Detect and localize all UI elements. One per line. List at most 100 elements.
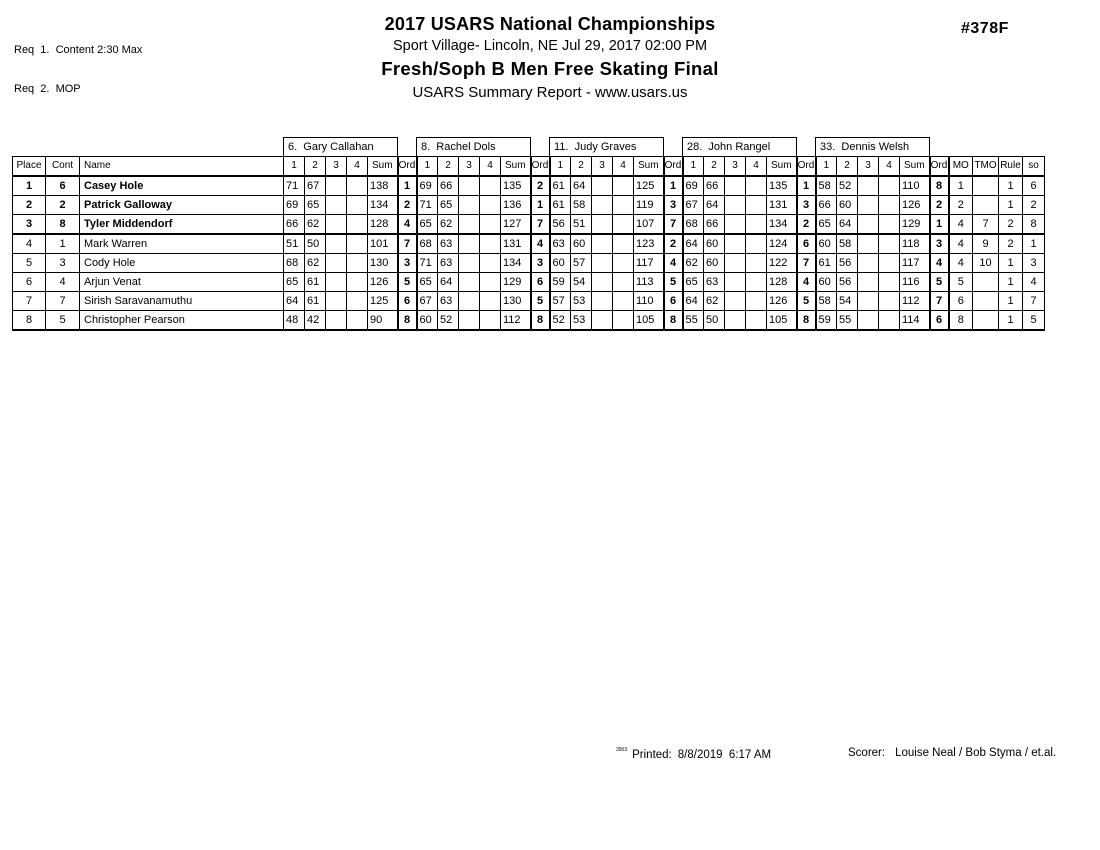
ordinal-cell: 7 (396, 233, 418, 254)
score-cell: 50 (304, 233, 326, 254)
score-cell: 54 (570, 272, 592, 292)
name-cell: Mark Warren (79, 233, 284, 254)
score-cell (878, 233, 900, 254)
ordinal-cell: 4 (529, 233, 551, 254)
sum-cell: 124 (766, 233, 797, 254)
score-cell (612, 175, 634, 196)
place-cell: 4 (12, 233, 46, 254)
sum-cell: 112 (899, 291, 930, 311)
name-cell: Sirish Saravanamuthu (79, 291, 284, 311)
sum-cell: 134 (500, 253, 531, 273)
sum-cell: 125 (633, 175, 664, 196)
ord-top-spacer (531, 138, 550, 157)
score-cell: 54 (836, 291, 858, 311)
place-header: Place (12, 156, 46, 177)
ordinal-cell: 7 (662, 214, 684, 235)
tmo-cell (972, 272, 999, 292)
ordinal-cell: 5 (529, 291, 551, 311)
sum-cell: 118 (899, 233, 930, 254)
score-cell: 67 (416, 291, 438, 311)
page-title: 2017 USARS National Championships (384, 14, 716, 34)
sum-cell: 128 (766, 272, 797, 292)
score-cell (458, 291, 480, 311)
score-cell: 57 (549, 291, 571, 311)
score-cell (857, 175, 879, 196)
score-col-header: 2 (570, 156, 592, 177)
sum-cell: 112 (500, 310, 531, 331)
score-cell: 52 (549, 310, 571, 331)
sum-cell: 135 (500, 175, 531, 196)
title-block: 2017 USARS National Championships Sport … (0, 14, 1100, 101)
printed-label: Printed: (632, 749, 672, 761)
mo-header: MO (948, 156, 973, 177)
score-col-header: 1 (815, 156, 837, 177)
judge-header-4: 28. John Rangel (682, 137, 797, 157)
program-number: #378F (961, 20, 1009, 37)
score-cell (745, 291, 767, 311)
name-cell: Casey Hole (79, 175, 284, 196)
rule-cell: 1 (998, 253, 1023, 273)
sum-cell: 126 (766, 291, 797, 311)
judge-header-row: 6. Gary Callahan 8. Rachel Dols 11. Judy G… (13, 137, 1045, 157)
sum-cell: 105 (633, 310, 664, 331)
score-cell (878, 310, 900, 331)
mo-cell: 6 (948, 291, 973, 311)
score-col-header: 4 (878, 156, 900, 177)
score-cell (346, 291, 368, 311)
sum-header: Sum (766, 156, 797, 177)
score-cell (458, 253, 480, 273)
sum-cell: 134 (766, 214, 797, 235)
score-cell: 57 (570, 253, 592, 273)
score-cell: 64 (283, 291, 305, 311)
ordinal-cell: 2 (795, 214, 817, 235)
score-cell: 65 (682, 272, 704, 292)
score-cell: 71 (416, 195, 438, 215)
mo-cell: 4 (948, 214, 973, 235)
tmo-cell (972, 310, 999, 331)
place-cell: 2 (12, 195, 46, 215)
judge-header-3: 11. Judy Graves (549, 137, 664, 157)
table-row: 7 7 Sirish Saravanamuthu 64 61 125 6 67 63 130 5 57… (12, 291, 1045, 311)
score-cell (857, 310, 879, 331)
ordinal-cell: 4 (662, 253, 684, 273)
score-cell (325, 272, 347, 292)
ordinal-cell: 2 (662, 233, 684, 254)
ordinal-cell: 1 (396, 175, 418, 196)
score-cell (458, 233, 480, 254)
results-table: 6. Gary Callahan 8. Rachel Dols 11. Judy G… (12, 137, 1045, 331)
cont-cell: 1 (45, 233, 80, 254)
name-header: Name (79, 156, 284, 177)
score-cell (612, 253, 634, 273)
ordinal-cell: 8 (529, 310, 551, 331)
score-cell: 65 (304, 195, 326, 215)
ordinal-cell: 5 (396, 272, 418, 292)
score-cell (346, 214, 368, 235)
ord-header: Ord (662, 156, 684, 177)
score-cell (724, 195, 746, 215)
tmo-cell: 10 (972, 253, 999, 273)
score-cell: 60 (570, 233, 592, 254)
ordinal-cell: 1 (662, 175, 684, 196)
place-cell: 6 (12, 272, 46, 292)
score-cell (591, 253, 613, 273)
score-cell: 61 (549, 175, 571, 196)
ordinal-cell: 3 (928, 233, 950, 254)
score-cell: 62 (703, 291, 725, 311)
judge-header-5: 33. Dennis Welsh (815, 137, 930, 157)
score-cell (857, 214, 879, 235)
sum-cell: 125 (367, 291, 398, 311)
sum-cell: 129 (500, 272, 531, 292)
score-cell (857, 233, 879, 254)
ordinal-cell: 3 (795, 195, 817, 215)
score-cell: 58 (815, 291, 837, 311)
score-cell (724, 291, 746, 311)
score-cell: 66 (703, 214, 725, 235)
ordinal-cell: 8 (928, 175, 950, 196)
scorer-label: Scorer: (848, 747, 886, 759)
table-row: 8 5 Christopher Pearson 48 42 90 8 60 52 112 8 52 53… (12, 310, 1045, 331)
ordinal-cell: 7 (795, 253, 817, 273)
score-cell: 58 (836, 233, 858, 254)
sum-cell: 90 (367, 310, 398, 331)
score-cell (878, 175, 900, 196)
table-row: 2 2 Patrick Galloway 69 65 134 2 71 65 136 1 61 58 11… (12, 195, 1045, 215)
